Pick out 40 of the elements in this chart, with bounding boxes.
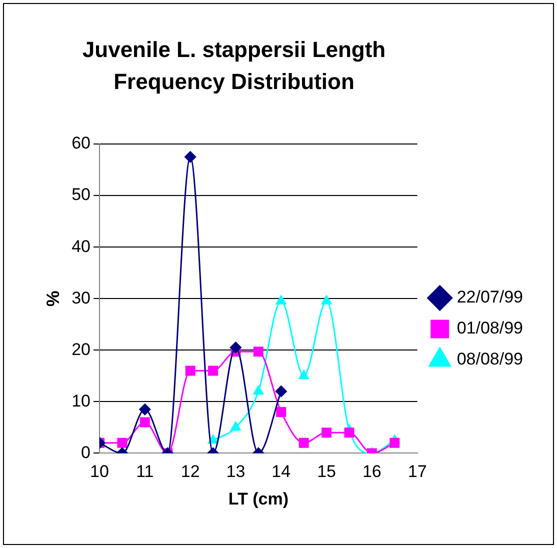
point [298,438,309,448]
point [184,151,196,163]
x-tick-label: 11 [136,462,154,482]
x-tick-label: 15 [317,462,336,482]
x-tick-label: 12 [180,462,200,482]
point [390,438,400,448]
x-tick-label: 16 [362,462,382,482]
x-tick-label: 10 [90,462,109,482]
point [253,346,264,357]
y-tick-label: 50 [72,185,91,204]
point [321,295,332,304]
point [276,295,286,304]
point [253,386,264,395]
y-tick-label: 40 [72,236,91,256]
point [275,386,287,398]
point [230,342,242,354]
point [230,422,241,431]
y-tick-label: 0 [81,442,91,462]
x-axis-title: LT (cm) [228,489,288,508]
point [322,428,332,438]
point [298,370,309,380]
y-axis-title: % [42,290,63,307]
x-tick-label: 13 [226,462,246,482]
point [117,438,128,448]
legend-label: 01/08/99 [456,318,524,338]
y-tick-label: 30 [72,288,91,308]
point [344,428,354,438]
y-tick-label: 10 [72,391,91,410]
y-tick-label: 20 [72,340,91,359]
x-tick-label: 17 [408,462,427,482]
legend-label: 08/08/99 [456,350,524,369]
point [185,366,196,376]
y-tick-label: 60 [72,134,91,153]
point [208,366,218,376]
point [139,404,151,416]
legend-label: 22/07/99 [456,288,524,307]
x-tick-label: 14 [272,462,291,482]
point [140,417,150,428]
point [276,406,286,417]
chart-title: Juvenile L. stappersii Length Frequency Distribution [81,36,387,96]
